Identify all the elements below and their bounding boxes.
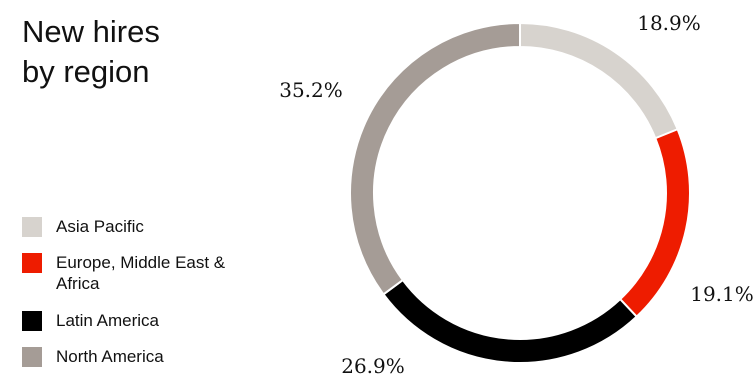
legend-swatch-north-america [22, 347, 42, 367]
legend-item-emea: Europe, Middle East & Africa [22, 252, 282, 294]
donut-slices [349, 21, 691, 364]
donut-slice-latin-america [382, 278, 639, 364]
legend-label-north-america: North America [56, 347, 164, 366]
legend-item-asia-pacific: Asia Pacific [22, 216, 282, 237]
legend-item-latin-america: Latin America [22, 310, 282, 331]
legend-item-north-america: North America [22, 346, 282, 367]
percent-label-europe-middle-east-africa: 19.1% [690, 282, 754, 306]
donut-percent-labels: 18.9% 19.1% 26.9% 35.2% [279, 11, 754, 378]
percent-label-latin-america: 26.9% [341, 354, 405, 378]
legend-swatch-asia-pacific [22, 217, 42, 237]
legend-label-latin-america: Latin America [56, 311, 159, 330]
chart-title: New hires by region [22, 12, 242, 92]
legend-label-asia-pacific: Asia Pacific [56, 217, 144, 236]
chart-legend: Asia Pacific Europe, Middle East & Afric… [22, 216, 282, 382]
legend-swatch-emea [22, 253, 42, 273]
legend-label-emea: Europe, Middle East & Africa [56, 253, 226, 293]
chart-title-line-2: by region [22, 54, 150, 89]
donut-slice-asia-pacific [519, 21, 679, 140]
donut-slice-europe-middle-east-africa [618, 127, 691, 319]
percent-label-asia-pacific: 18.9% [637, 11, 701, 35]
percent-label-north-america: 35.2% [279, 78, 343, 102]
chart-title-line-1: New hires [22, 14, 160, 49]
legend-swatch-latin-america [22, 311, 42, 331]
donut-slice-north-america [349, 21, 521, 296]
